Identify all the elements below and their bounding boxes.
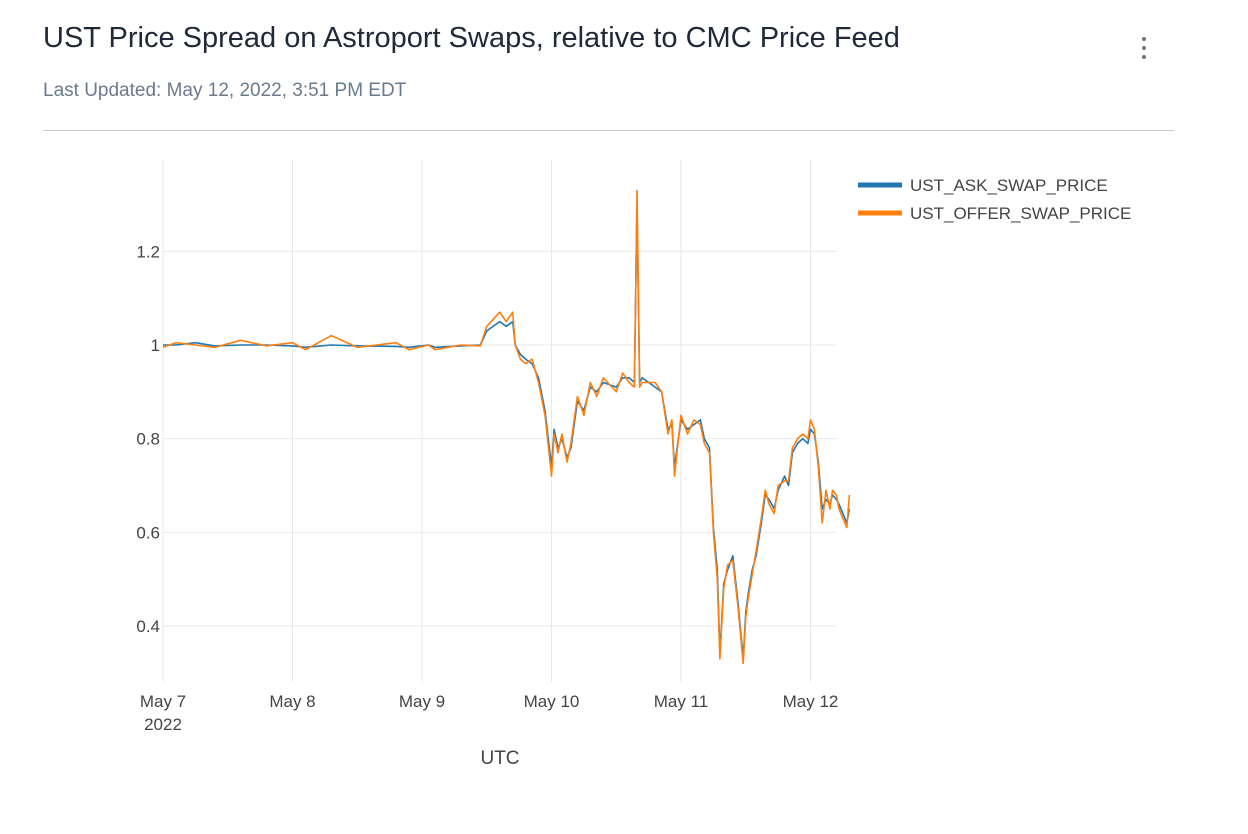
more-options-icon[interactable] <box>1134 34 1154 64</box>
chart-legend: UST_ASK_SWAP_PRICE UST_OFFER_SWAP_PRICE <box>858 176 1131 223</box>
chart-series <box>162 189 851 665</box>
x-tick-label: May 7 <box>140 692 186 711</box>
x-axis-ticks: May 7 2022 May 8 May 9 May 10 May 11 May 12 <box>140 692 839 734</box>
chart-title: UST Price Spread on Astroport Swaps, rel… <box>43 22 900 54</box>
x-tick-year-label: 2022 <box>144 715 182 734</box>
x-tick-label: May 8 <box>269 692 315 711</box>
chart-grid <box>162 160 836 682</box>
y-tick-label: 1 <box>151 336 160 355</box>
y-tick-label: 1.2 <box>136 242 160 261</box>
y-tick-label: 0.4 <box>136 617 160 636</box>
x-axis-label: UTC <box>480 748 519 769</box>
x-tick-label: May 9 <box>399 692 445 711</box>
x-tick-label: May 10 <box>524 692 580 711</box>
x-tick-label: May 12 <box>783 692 839 711</box>
header-divider <box>43 130 1174 131</box>
y-axis-ticks: 0.4 0.6 0.8 1 1.2 <box>136 242 160 636</box>
y-tick-label: 0.8 <box>136 430 160 449</box>
series-line-ust-ask-swap-price <box>163 203 851 660</box>
legend-label[interactable]: UST_ASK_SWAP_PRICE <box>910 176 1108 195</box>
y-tick-label: 0.6 <box>136 523 160 542</box>
series-line-ust-offer-swap-price <box>162 189 851 665</box>
legend-label[interactable]: UST_OFFER_SWAP_PRICE <box>910 204 1131 223</box>
x-tick-label: May 11 <box>654 692 709 711</box>
last-updated-text: Last Updated: May 12, 2022, 3:51 PM EDT <box>43 80 407 101</box>
